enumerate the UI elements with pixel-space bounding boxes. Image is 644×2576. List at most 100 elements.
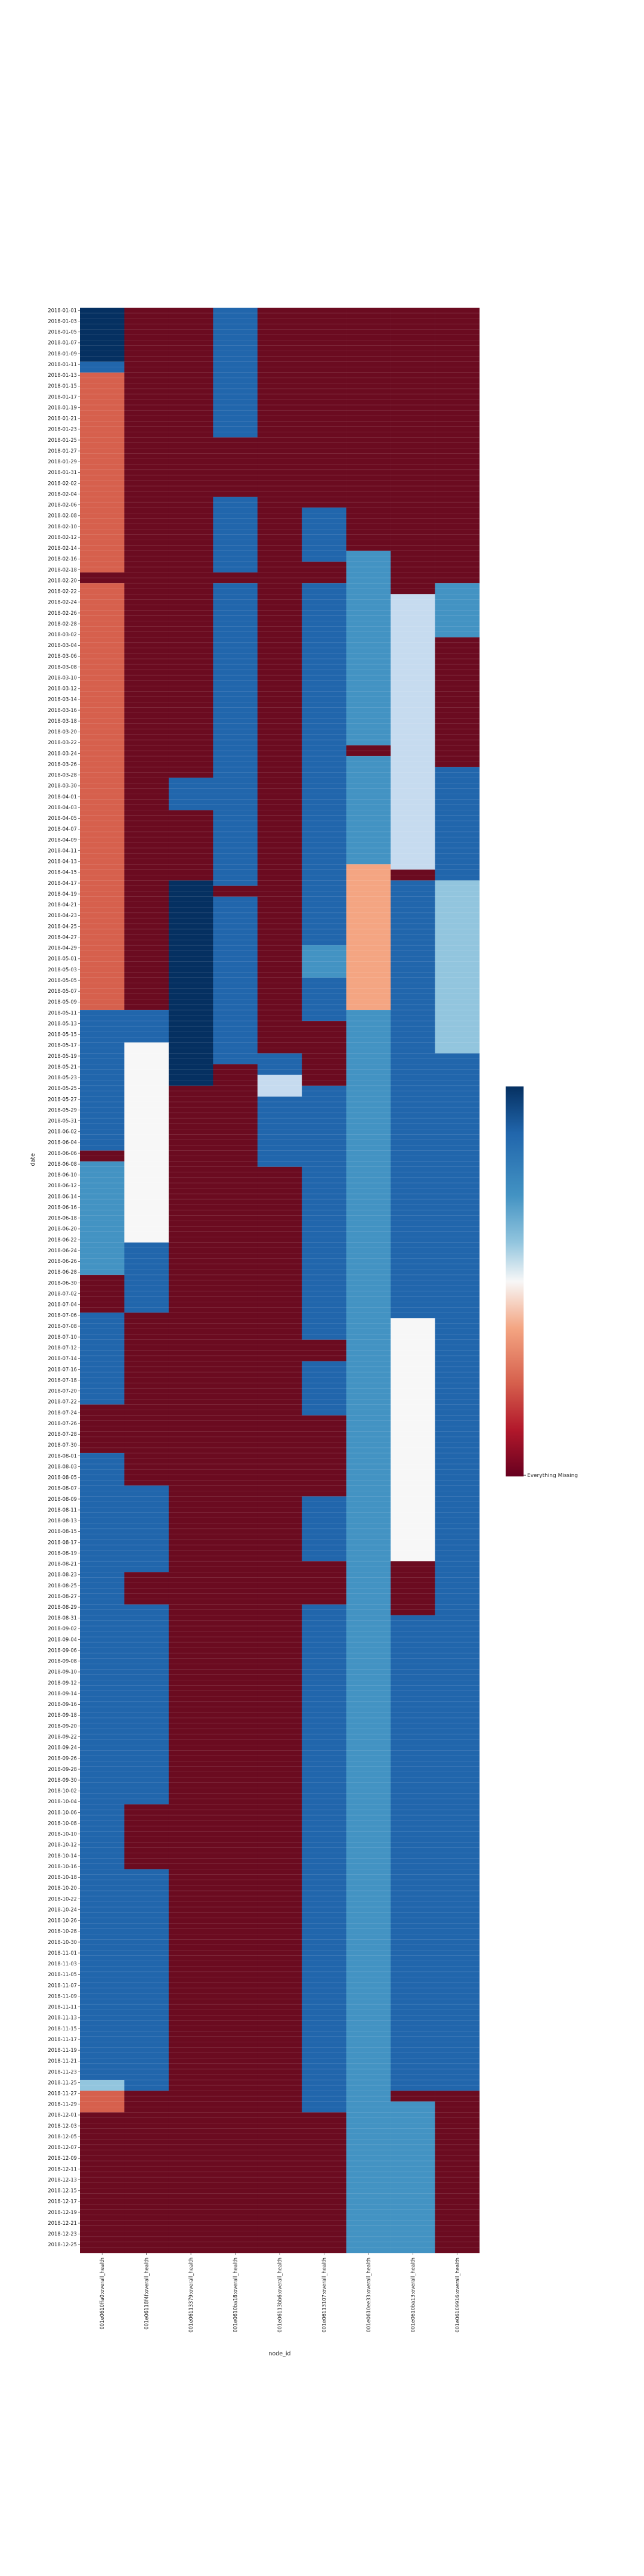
y-tick-label: 2018-09-26 [48, 1755, 77, 1761]
y-tick-label: 2018-12-05 [48, 2134, 77, 2140]
y-tick-label: 2018-11-29 [48, 2101, 77, 2107]
y-tick-label: 2018-08-11 [48, 1507, 77, 1513]
y-tick-label: 2018-11-21 [48, 2058, 77, 2064]
heatmap-cell-block [302, 945, 346, 978]
heatmap-cell-block [80, 583, 125, 1011]
y-tick-label: 2018-03-08 [48, 664, 77, 670]
heatmap-cell-block [213, 308, 258, 438]
x-tick-label: 001e0610ba13:overall_health [410, 2258, 416, 2333]
y-tick-label: 2018-04-13 [48, 859, 77, 865]
y-tick-label: 2018-11-19 [48, 2047, 77, 2053]
y-tick-label: 2018-02-06 [48, 502, 77, 508]
y-tick-label: 2018-10-30 [48, 1939, 77, 1945]
y-tick-label: 2018-06-22 [48, 1237, 77, 1243]
heatmap-cell-block [124, 2091, 169, 2253]
y-tick-label: 2018-09-22 [48, 1733, 77, 1739]
y-tick-label: 2018-10-26 [48, 1918, 77, 1924]
y-tick-label: 2018-02-04 [48, 491, 77, 497]
heatmap-cell-block [391, 880, 435, 1318]
y-tick-label: 2018-04-21 [48, 902, 77, 908]
y-tick-label: 2018-02-20 [48, 577, 77, 583]
heatmap-cell-block [168, 1085, 213, 2253]
y-tick-label: 2018-09-02 [48, 1626, 77, 1631]
y-tick-label: 2018-12-07 [48, 2144, 77, 2150]
y-tick-label: 2018-11-05 [48, 1971, 77, 1977]
heatmap-cell-block [80, 1010, 125, 1151]
heatmap-cell-block [124, 1485, 169, 1572]
heatmap-cell-block [124, 308, 169, 1011]
heatmap-cell-block [302, 1085, 346, 1340]
heatmap-cell-block [302, 977, 346, 1021]
y-tick-label: 2018-07-28 [48, 1431, 77, 1437]
y-tick-label: 2018-03-20 [48, 729, 77, 735]
y-tick-label: 2018-07-04 [48, 1302, 77, 1308]
y-tick-label: 2018-12-09 [48, 2155, 77, 2161]
y-tick-label: 2018-02-10 [48, 524, 77, 530]
y-tick-label: 2018-05-29 [48, 1107, 77, 1113]
y-tick-label: 2018-07-12 [48, 1345, 77, 1351]
x-axis-title: node_id [268, 2351, 290, 2357]
y-tick-label: 2018-09-14 [48, 1690, 77, 1696]
y-tick-label: 2018-04-19 [48, 891, 77, 897]
y-tick-label: 2018-09-08 [48, 1658, 77, 1664]
y-tick-label: 2018-09-28 [48, 1766, 77, 1772]
heatmap-cell-block [391, 1318, 435, 1562]
y-tick-label: 2018-08-25 [48, 1583, 77, 1589]
y-tick-label: 2018-12-21 [48, 2220, 77, 2226]
y-tick-label: 2018-06-20 [48, 1226, 77, 1232]
y-tick-label: 2018-11-27 [48, 2091, 77, 2097]
y-tick-label: 2018-07-14 [48, 1355, 77, 1361]
y-tick-label: 2018-08-03 [48, 1463, 77, 1469]
heatmap-cell-block [346, 550, 391, 584]
heatmap-cell-block [302, 2112, 346, 2253]
heatmap-cell-block [391, 1615, 435, 2091]
y-tick-label: 2018-01-19 [48, 404, 77, 410]
y-tick-label: 2018-05-21 [48, 1064, 77, 1070]
y-tick-label: 2018-01-09 [48, 351, 77, 357]
x-tick-label: 001e0610ffa0:overall_health [99, 2258, 105, 2330]
x-tick-label: 001e06118f4f:overall_health [144, 2258, 150, 2330]
heatmap-cell-block [124, 1242, 169, 1313]
y-tick-label: 2018-06-18 [48, 1215, 77, 1221]
y-tick-label: 2018-03-10 [48, 674, 77, 680]
y-tick-label: 2018-03-24 [48, 750, 77, 756]
y-tick-label: 2018-01-01 [48, 307, 77, 313]
y-tick-label: 2018-09-12 [48, 1680, 77, 1686]
heatmap-cell-block [257, 308, 302, 1054]
heatmap-cell-block [302, 308, 346, 508]
heatmap-cell-block [346, 583, 391, 746]
y-tick-label: 2018-08-23 [48, 1572, 77, 1578]
heatmap-cell-block [391, 2091, 435, 2102]
y-tick-label: 2018-05-27 [48, 1096, 77, 1102]
y-tick-label: 2018-03-22 [48, 739, 77, 745]
y-tick-label: 2018-11-07 [48, 1982, 77, 1988]
heatmap-cell-block [213, 437, 258, 497]
y-axis-ticks: 2018-01-01 2018-01-03 2018-01-05 2018-01-07… [48, 307, 80, 2247]
x-tick-label: 001e0610ba18:overall_health [233, 2258, 239, 2333]
heatmap-cell-block [302, 1361, 346, 1416]
y-tick-label: 2018-01-25 [48, 437, 77, 443]
heatmap-cell-block [168, 308, 213, 778]
y-tick-label: 2018-06-16 [48, 1204, 77, 1210]
heatmap-cell-block [124, 1604, 169, 1805]
y-tick-label: 2018-07-24 [48, 1410, 77, 1416]
y-tick-label: 2018-05-23 [48, 1075, 77, 1080]
heatmap-cell-block [302, 507, 346, 562]
y-tick-label: 2018-07-16 [48, 1366, 77, 1372]
heatmap-cell-block [302, 1561, 346, 1605]
y-tick-label: 2018-05-01 [48, 956, 77, 962]
heatmap-cell-block [435, 880, 480, 1054]
y-tick-label: 2018-04-09 [48, 837, 77, 843]
heatmap-cell-block [80, 1312, 125, 1405]
x-tick-label: 001e06113bb6:overall_health [277, 2258, 283, 2333]
heatmap-cell-block [391, 2101, 435, 2253]
y-tick-label: 2018-04-17 [48, 880, 77, 886]
heatmap-cell-block [302, 561, 346, 584]
y-tick-label: 2018-02-02 [48, 480, 77, 486]
heatmap-cell-block [257, 1075, 302, 1097]
x-tick-label: 001e06109916:overall_health [454, 2258, 460, 2333]
y-tick-label: 2018-04-03 [48, 804, 77, 810]
y-tick-label: 2018-04-05 [48, 815, 77, 821]
y-tick-label: 2018-06-02 [48, 1129, 77, 1135]
